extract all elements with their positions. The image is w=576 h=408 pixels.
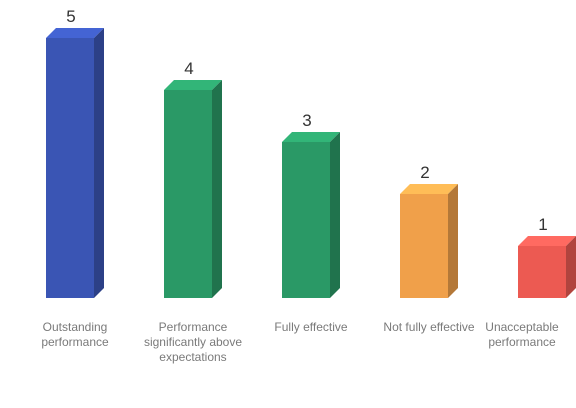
bar-1: 5 xyxy=(46,7,104,298)
bar-top-2 xyxy=(164,80,222,90)
bar-4: 2 xyxy=(400,163,458,298)
data-label-2: 4 xyxy=(184,59,193,78)
bar-front-4 xyxy=(400,194,448,298)
bar-side-5 xyxy=(566,236,576,298)
category-label-3: Fully effective xyxy=(274,320,348,334)
bar-side-3 xyxy=(330,132,340,298)
bar-side-4 xyxy=(448,184,458,298)
bar-top-4 xyxy=(400,184,458,194)
category-label-5: Unacceptable performance xyxy=(485,320,559,349)
bar-front-2 xyxy=(164,90,212,298)
data-label-3: 3 xyxy=(302,111,311,130)
data-label-4: 2 xyxy=(420,163,429,182)
category-label-2: Performance significantly above expectat… xyxy=(143,320,243,364)
bar-front-5 xyxy=(518,246,566,298)
bar-side-2 xyxy=(212,80,222,298)
data-label-5: 1 xyxy=(538,215,547,234)
category-label-1: Outstanding performance xyxy=(41,320,109,349)
bar-5: 1 xyxy=(518,215,576,298)
category-label-4: Not fully effective xyxy=(383,320,475,334)
bar-top-1 xyxy=(46,28,104,38)
bar-2: 4 xyxy=(164,59,222,298)
bar-3: 3 xyxy=(282,111,340,298)
bar-front-1 xyxy=(46,38,94,298)
data-label-1: 5 xyxy=(66,7,75,26)
bar-side-1 xyxy=(94,28,104,298)
bar-top-3 xyxy=(282,132,340,142)
bar-front-3 xyxy=(282,142,330,298)
bar-top-5 xyxy=(518,236,576,246)
